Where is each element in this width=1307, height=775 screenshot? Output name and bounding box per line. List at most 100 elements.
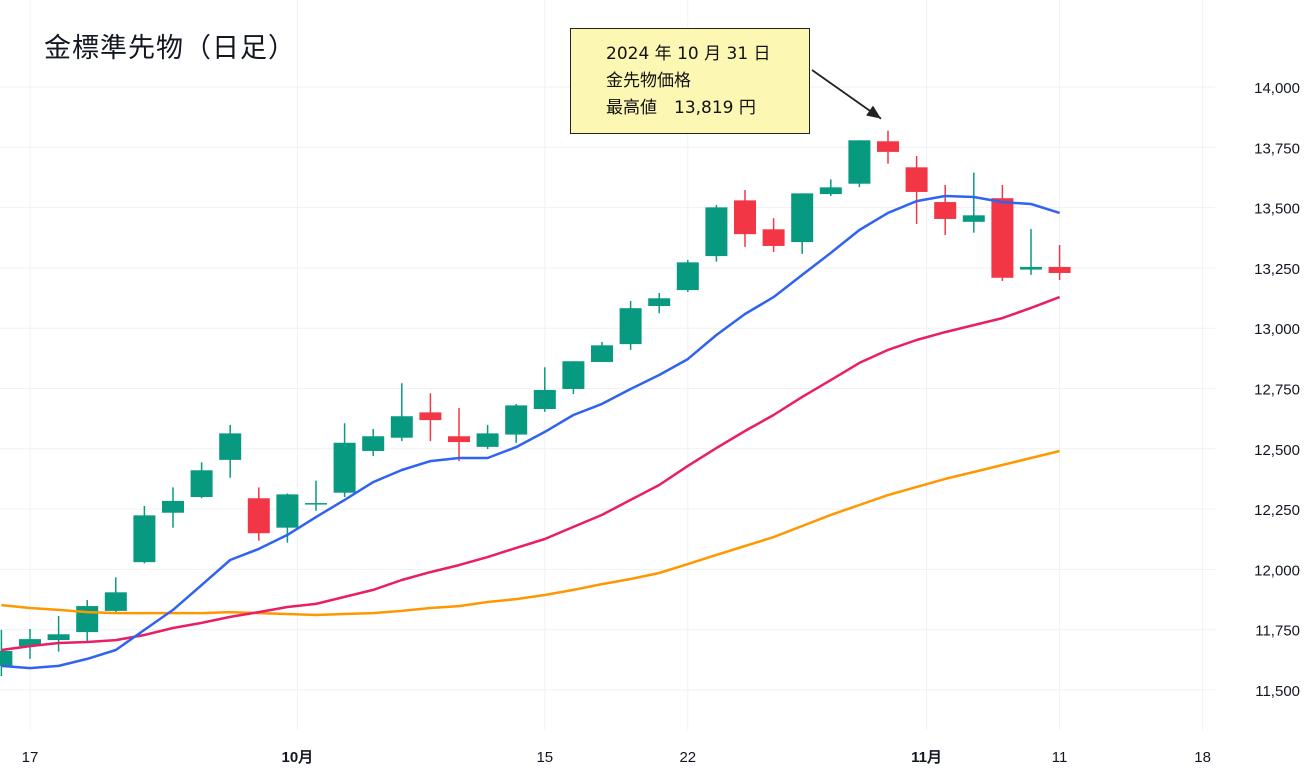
candle-up [591, 341, 613, 362]
candle-body [877, 141, 899, 152]
annotation-value: 最高値 13,819 円 [606, 98, 756, 118]
x-tick-label: 15 [536, 749, 553, 766]
candle-down [905, 155, 928, 225]
candle-up [819, 179, 842, 197]
candle-body [819, 187, 842, 195]
candle-body [419, 412, 442, 421]
candle-up [76, 600, 99, 643]
candle-body [47, 634, 70, 641]
candle-body [362, 436, 385, 451]
annotation-arrowhead-icon [866, 105, 881, 119]
candle-body [762, 229, 785, 246]
candle-up [305, 480, 327, 511]
candle-body [276, 494, 299, 528]
candle-up [362, 429, 385, 457]
candle-up [676, 259, 699, 293]
annotation-date: 2024 年 10 月 31 日 [606, 44, 771, 64]
candle-body [76, 606, 99, 633]
candle-body [676, 262, 699, 291]
ma-short-line [1, 194, 1060, 670]
candle-body [190, 470, 213, 498]
y-tick-label: 13,500 [1254, 201, 1300, 218]
candle-body [305, 503, 327, 505]
candle-body [619, 308, 642, 345]
y-tick-label: 12,500 [1254, 442, 1300, 459]
x-tick-label: 18 [1194, 749, 1211, 766]
candle-up [333, 423, 356, 498]
candle-body [848, 140, 871, 184]
candle-body [219, 433, 242, 460]
candle-up [648, 292, 671, 314]
y-tick-label: 11,750 [1255, 623, 1300, 640]
candle-body [905, 167, 928, 192]
x-tick-label: 17 [22, 749, 39, 766]
y-tick-label: 13,750 [1254, 140, 1300, 157]
y-tick-label: 11,500 [1255, 683, 1300, 700]
candle-down [877, 130, 899, 164]
candle-up [190, 462, 213, 499]
candle-body [791, 193, 814, 243]
candle-body [448, 436, 470, 443]
candle-body [991, 198, 1014, 278]
candle-up [19, 628, 41, 659]
x-tick-label: 11月 [911, 749, 942, 766]
annotation-arrow-line [811, 69, 882, 120]
y-tick-label: 12,750 [1254, 382, 1300, 399]
candle-body [247, 498, 270, 534]
candle-body [648, 298, 671, 307]
ma-mid-line [1, 295, 1061, 652]
candle-body [1020, 266, 1042, 270]
candle-body [934, 202, 957, 219]
candle-up [705, 204, 728, 262]
candle-down [734, 189, 756, 247]
y-tick-label: 13,000 [1254, 321, 1300, 338]
candle-body [104, 592, 127, 611]
x-tick-label: 11 [1052, 749, 1068, 766]
candle-up [133, 505, 156, 564]
chart-title: 金標準先物（日足） [44, 33, 296, 64]
candle-body [162, 500, 184, 513]
candle-body [505, 405, 528, 435]
candle-body [962, 215, 985, 222]
candle-down [762, 218, 785, 252]
candle-up [848, 140, 871, 188]
candle-up [390, 383, 413, 442]
candle-up [962, 172, 985, 233]
candle-up [533, 367, 556, 412]
y-tick-label: 13,250 [1254, 261, 1300, 278]
candle-up [619, 300, 642, 350]
candle-body [562, 361, 585, 389]
candle-up [47, 615, 70, 652]
candle-body [734, 200, 756, 235]
candle-down [1048, 244, 1071, 280]
candle-up [162, 487, 184, 528]
candle-up [0, 629, 13, 677]
candle-body [133, 515, 156, 563]
candle-body [1048, 266, 1071, 273]
candle-up [476, 424, 499, 450]
ma-long-line [1, 449, 1060, 617]
candle-up [791, 193, 814, 254]
candle-down [247, 487, 270, 541]
x-tick-label: 22 [679, 749, 696, 766]
y-tick-label: 14,000 [1254, 80, 1300, 97]
candle-body [390, 416, 413, 438]
candle-up [104, 577, 127, 613]
candle-down [419, 393, 442, 442]
candle-up [219, 424, 242, 478]
x-tick-label: 10月 [282, 749, 314, 766]
candle-up [505, 403, 528, 443]
candle-down [448, 408, 470, 462]
candle-body [19, 639, 41, 647]
annotation-label: 金先物価格 [606, 71, 691, 91]
candle-body [0, 650, 13, 666]
candle-body [333, 442, 356, 493]
candle-body [533, 389, 556, 410]
candle-body [591, 345, 613, 362]
annotation-box: 2024 年 10 月 31 日 金先物価格 最高値 13,819 円 [570, 28, 810, 134]
y-tick-label: 12,250 [1254, 502, 1300, 519]
candle-body [705, 207, 728, 257]
candle-down [991, 184, 1014, 281]
candle-down [934, 184, 957, 236]
